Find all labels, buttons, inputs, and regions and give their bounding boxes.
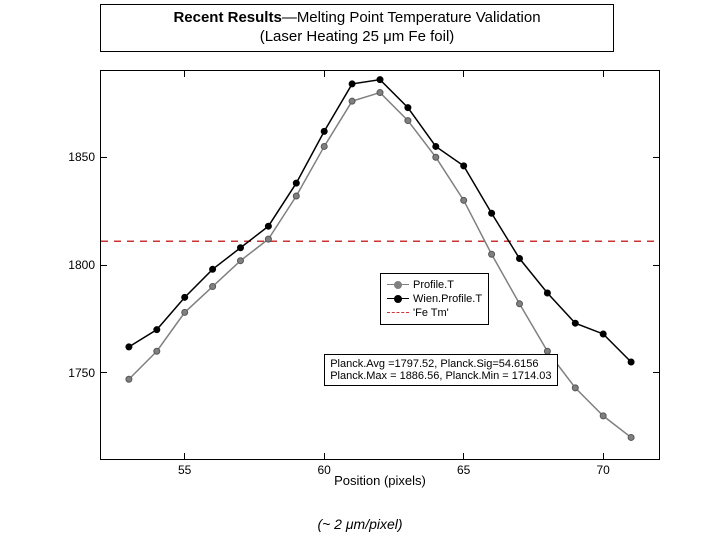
series-marker — [210, 284, 216, 290]
plot-box: 17501800185055606570Profile.TWien.Profil… — [100, 70, 660, 460]
series-marker — [517, 301, 523, 307]
x-tick — [603, 453, 604, 459]
series-marker — [265, 236, 271, 242]
x-tick — [324, 71, 325, 77]
x-axis-label: Position (pixels) — [100, 473, 660, 488]
page-root: Recent Results—Melting Point Temperature… — [0, 0, 720, 540]
series-marker — [182, 294, 188, 300]
legend-item: 'Fe Tm' — [387, 306, 482, 320]
series-marker — [126, 344, 132, 350]
series-marker — [377, 90, 383, 96]
x-tick — [324, 453, 325, 459]
legend-swatch-line — [387, 284, 409, 285]
figure-title-line2: (Laser Heating 25 μm Fe foil) — [107, 28, 607, 47]
legend-swatch-marker — [394, 281, 402, 289]
figure-title-box: Recent Results—Melting Point Temperature… — [100, 4, 614, 52]
x-tick — [184, 453, 185, 459]
series-marker — [293, 193, 299, 199]
annotation-box: Planck.Avg =1797.52, Planck.Sig=54.6156P… — [324, 354, 557, 386]
series-marker — [321, 128, 327, 134]
figure-title-rest: —Melting Point Temperature Validation — [282, 9, 541, 26]
series-marker — [377, 77, 383, 83]
y-tick — [653, 265, 659, 266]
series-marker — [433, 154, 439, 160]
series-marker — [265, 223, 271, 229]
series-marker — [154, 327, 160, 333]
series-marker — [600, 413, 606, 419]
series-marker — [461, 197, 467, 203]
legend-item: Profile.T — [387, 278, 482, 292]
figure-caption: (~ 2 μm/pixel) — [0, 516, 720, 532]
legend-swatch-marker — [394, 295, 402, 303]
y-tick — [653, 372, 659, 373]
y-tick-label: 1850 — [68, 150, 95, 164]
series-marker — [628, 434, 634, 440]
legend-label: Profile.T — [413, 279, 454, 291]
series-marker — [544, 290, 550, 296]
legend-label: 'Fe Tm' — [413, 307, 449, 319]
y-tick-label: 1750 — [68, 366, 95, 380]
figure-title-bold: Recent Results — [173, 9, 281, 26]
y-tick — [101, 265, 107, 266]
legend-swatch-line — [387, 312, 409, 313]
legend-box: Profile.T Wien.Profile.T 'Fe Tm' — [380, 273, 489, 325]
series-marker — [572, 320, 578, 326]
series-marker — [600, 331, 606, 337]
y-tick — [101, 157, 107, 158]
x-tick — [463, 453, 464, 459]
series-marker — [182, 309, 188, 315]
series-marker — [349, 81, 355, 87]
chart-area: Calculated Temperature (K) 1750180018505… — [30, 60, 690, 490]
series-marker — [461, 163, 467, 169]
series-marker — [405, 105, 411, 111]
series-marker — [572, 385, 578, 391]
y-tick — [101, 372, 107, 373]
legend-swatch-line — [387, 298, 409, 299]
legend-item: Wien.Profile.T — [387, 292, 482, 306]
series-marker — [210, 266, 216, 272]
series-marker — [489, 210, 495, 216]
x-tick — [463, 71, 464, 77]
series-marker — [489, 251, 495, 257]
figure-title-line1: Recent Results—Melting Point Temperature… — [107, 9, 607, 28]
x-tick — [603, 71, 604, 77]
series-marker — [517, 256, 523, 262]
series-marker — [628, 359, 634, 365]
series-marker — [433, 143, 439, 149]
series-marker — [321, 143, 327, 149]
series-marker — [349, 98, 355, 104]
series-marker — [126, 376, 132, 382]
annotation-line: Planck.Max = 1886.56, Planck.Min = 1714.… — [330, 370, 551, 382]
annotation-line: Planck.Avg =1797.52, Planck.Sig=54.6156 — [330, 358, 551, 370]
legend-label: Wien.Profile.T — [413, 293, 482, 305]
x-tick — [184, 71, 185, 77]
series-marker — [405, 118, 411, 124]
series-marker — [238, 245, 244, 251]
series-marker — [293, 180, 299, 186]
y-tick-label: 1800 — [68, 258, 95, 272]
series-marker — [238, 258, 244, 264]
series-marker — [154, 348, 160, 354]
series-svg — [101, 71, 659, 459]
y-tick — [653, 157, 659, 158]
